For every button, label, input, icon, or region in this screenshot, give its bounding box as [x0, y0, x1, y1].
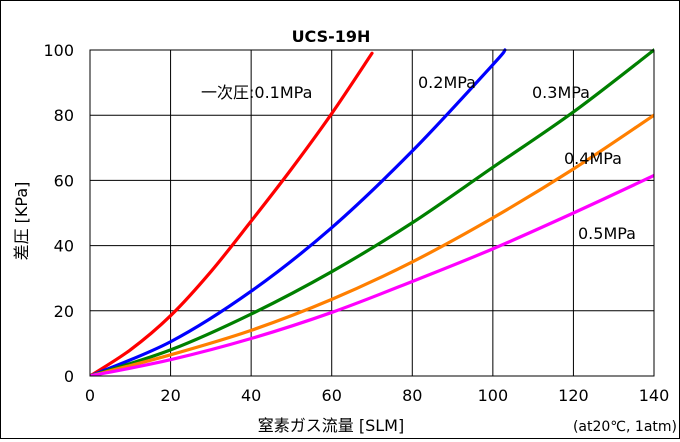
y-axis-label: 差圧 [KPa]	[12, 182, 31, 261]
series-line-3	[90, 113, 654, 376]
series-label-1: 0.2MPa	[418, 73, 476, 92]
series-label-3: 0.4MPa	[564, 149, 622, 168]
series-labels: 一次圧:0.1MPa 0.2MPa 0.3MPa 0.4MPa 0.5MPa	[201, 73, 636, 243]
series-layer	[90, 48, 654, 376]
x-tick-label: 60	[322, 386, 342, 405]
series-label-0: 一次圧:0.1MPa	[201, 83, 312, 102]
plot-border	[89, 49, 655, 377]
x-tick-label: 140	[639, 386, 670, 405]
x-tick-label: 120	[558, 386, 589, 405]
conditions-note: (at20℃, 1atm)	[573, 419, 677, 435]
tick-labels: 0 20 40 60 80 100 120 140 0 20 40 60 80 100	[43, 41, 669, 405]
series-line-1	[90, 48, 507, 376]
x-tick-label: 20	[160, 386, 180, 405]
chart-title: UCS-19H	[292, 27, 371, 46]
y-tick-label: 0	[64, 367, 74, 386]
y-tick-label: 100	[43, 41, 74, 60]
y-tick-label: 40	[54, 237, 74, 256]
series-line-4	[90, 173, 654, 376]
x-tick-label: 100	[478, 386, 509, 405]
series-line-2	[90, 48, 654, 376]
x-tick-label: 80	[402, 386, 422, 405]
x-tick-label: 40	[241, 386, 261, 405]
y-tick-label: 60	[54, 171, 74, 190]
y-tick-label: 20	[54, 302, 74, 321]
y-tick-label: 80	[54, 106, 74, 125]
series-label-4: 0.5MPa	[578, 224, 636, 243]
series-label-2: 0.3MPa	[532, 83, 590, 102]
x-axis-label: 窒素ガス流量 [SLM]	[258, 416, 404, 435]
x-tick-label: 0	[85, 386, 95, 405]
series-line-0	[90, 51, 374, 376]
